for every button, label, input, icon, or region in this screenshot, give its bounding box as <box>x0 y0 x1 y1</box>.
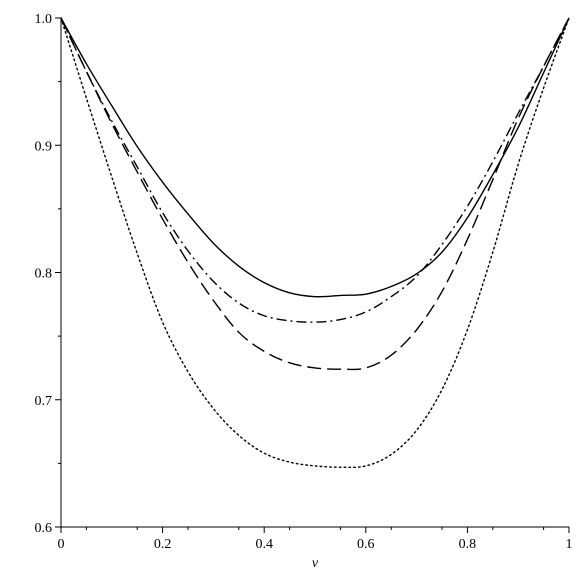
y-tick-label: 0.6 <box>35 521 53 536</box>
series-line-dashed <box>60 17 570 371</box>
series-line-dotted <box>60 17 570 469</box>
x-tick-label: 0 <box>58 537 65 552</box>
x-tick-label: 0.4 <box>255 537 273 552</box>
y-tick-label: 0.9 <box>35 139 53 154</box>
axes <box>60 18 569 528</box>
series-line-solid <box>60 17 570 298</box>
tick-labels: 0 0.2 0.4 0.6 0.8 1 0.6 0.7 0.8 0.9 1.0 <box>35 12 573 552</box>
x-tick-label: 0.2 <box>154 537 172 552</box>
x-tick-label: 0.6 <box>357 537 375 552</box>
ticks <box>55 17 570 533</box>
y-tick-label: 0.7 <box>35 394 53 409</box>
x-tick-label: 0.8 <box>459 537 477 552</box>
x-tick-label: 1 <box>566 537 573 552</box>
y-tick-label: 0.8 <box>35 267 53 282</box>
x-axis-title: v <box>312 556 319 571</box>
y-tick-label: 1.0 <box>35 12 53 27</box>
series-line-dashdot <box>60 17 570 323</box>
series-lines <box>60 17 570 469</box>
